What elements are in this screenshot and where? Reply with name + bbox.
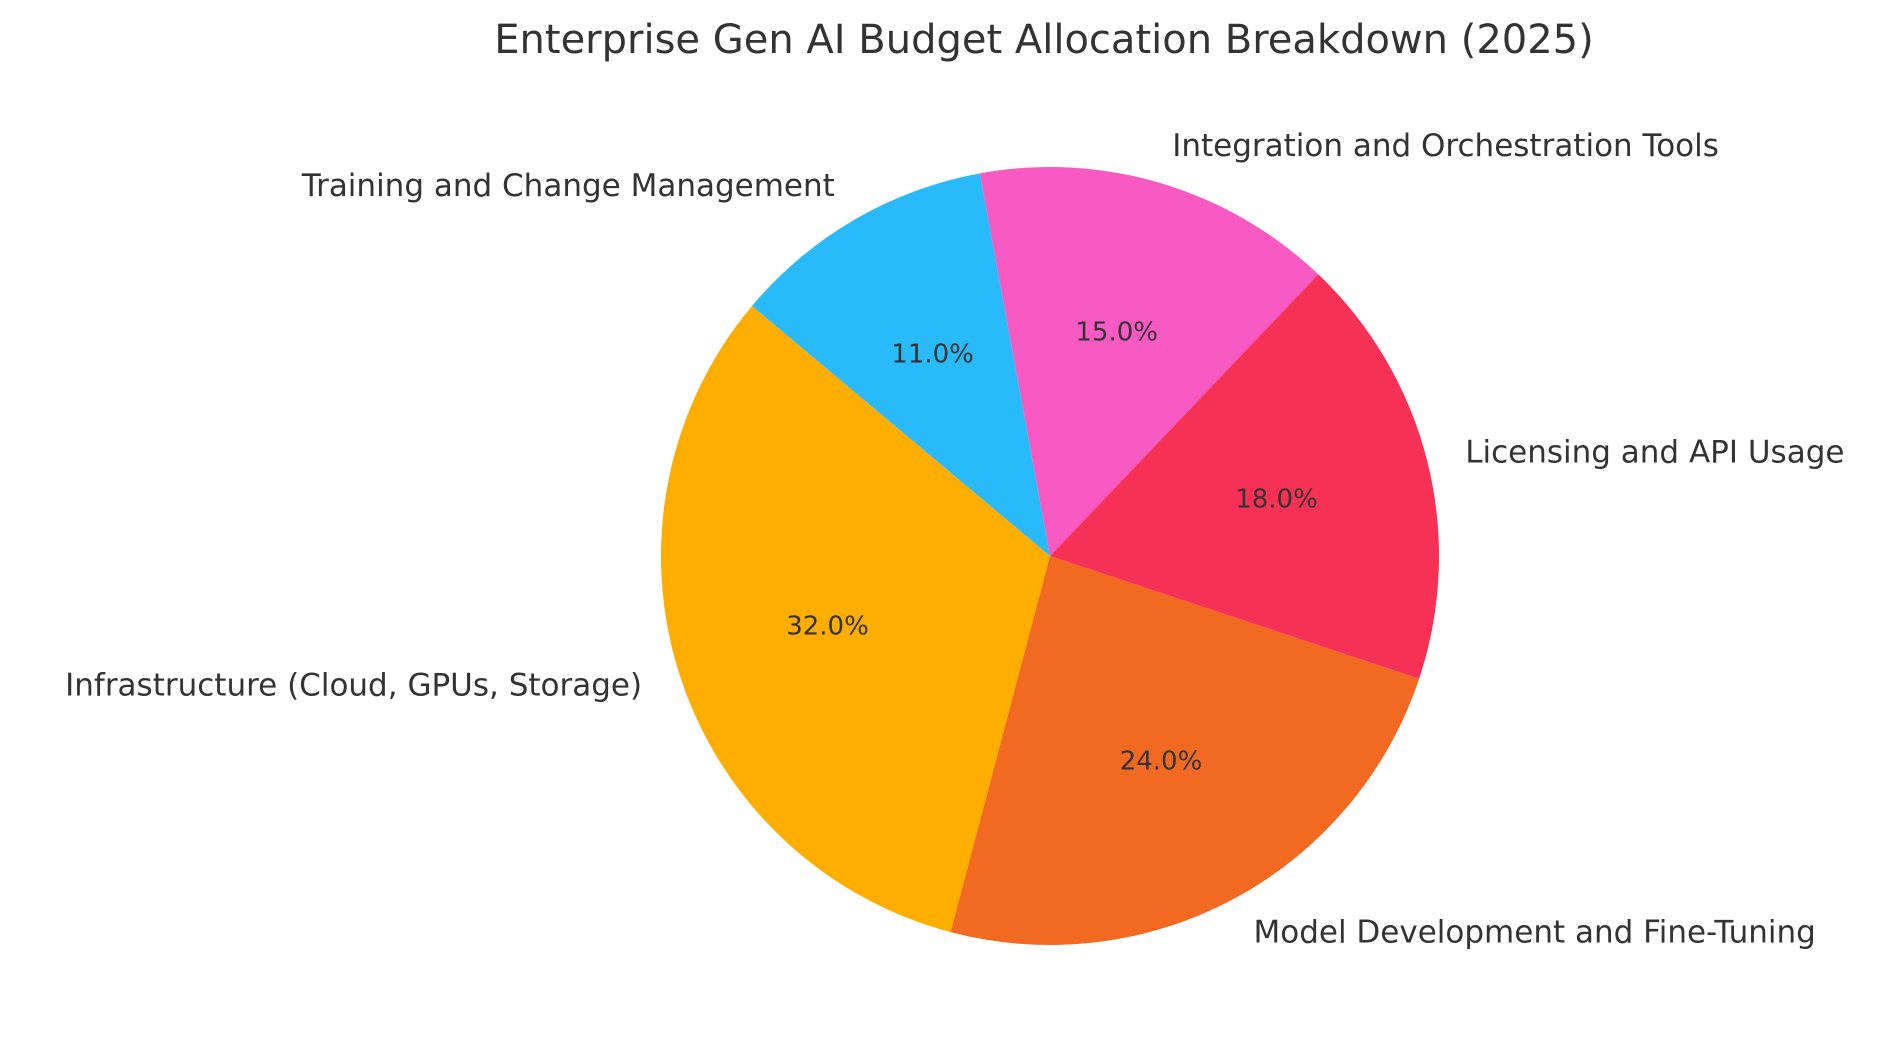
slice-label: Model Development and Fine-Tuning xyxy=(1254,914,1816,950)
pie-slice-model-development-and-fine-tuning xyxy=(950,556,1420,945)
chart-title: Enterprise Gen AI Budget Allocation Brea… xyxy=(494,17,1593,63)
slice-percent-label: 11.0% xyxy=(891,339,974,369)
slice-percent-label: 32.0% xyxy=(786,612,869,642)
pie-slice-training-and-change-management xyxy=(752,173,1050,556)
slice-label: Integration and Orchestration Tools xyxy=(1172,128,1719,164)
slice-percent-label: 18.0% xyxy=(1235,485,1318,515)
pie-labels: Infrastructure (Cloud, GPUs, Storage) 32.… xyxy=(65,128,1844,951)
slice-label: Training and Change Management xyxy=(301,168,835,204)
pie-slice-integration-and-orchestration-tools xyxy=(979,167,1319,557)
slice-percent-label: 15.0% xyxy=(1075,317,1158,347)
pie-slice-infrastructure-cloud-gpus-storage xyxy=(661,305,1050,933)
slice-label: Licensing and API Usage xyxy=(1465,435,1844,471)
pie-slices xyxy=(661,167,1439,945)
slice-label: Infrastructure (Cloud, GPUs, Storage) xyxy=(65,667,642,703)
pie-slice-licensing-and-api-usage xyxy=(1050,274,1439,679)
slice-percent-label: 24.0% xyxy=(1120,746,1203,776)
